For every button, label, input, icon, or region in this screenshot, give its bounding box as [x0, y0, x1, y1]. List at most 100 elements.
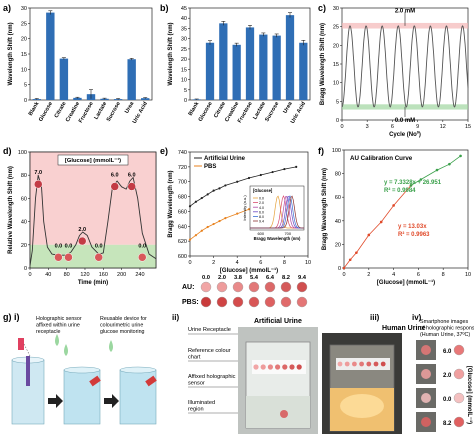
x-tick-label: 4 [392, 272, 395, 278]
x-tick-label: 4 [236, 260, 239, 266]
category-label: Sucrose [106, 101, 122, 123]
data-point [271, 170, 274, 174]
glucose-marker [138, 253, 147, 262]
pbs-swatch [200, 296, 212, 308]
pbs-colour-row [200, 296, 308, 308]
au-swatch [248, 281, 260, 293]
x-tick-label: 3 [366, 124, 369, 130]
glucose-label: 0.0 [65, 243, 73, 249]
y-tick-label: 620 [178, 239, 187, 245]
legend-text: [Glucose] (mmolL⁻¹) [65, 157, 121, 164]
glucose-marker [33, 179, 43, 189]
glucose-marker [94, 253, 103, 262]
pbs-swatch [216, 296, 228, 308]
liquid [246, 396, 310, 428]
data-point [283, 167, 286, 171]
cup-2 [63, 369, 101, 425]
cup-3-rim [119, 366, 157, 374]
legend-label: Artificial Urine [204, 156, 246, 162]
low-region [30, 244, 156, 268]
cup-2-rim [63, 366, 101, 374]
data-point [212, 189, 215, 192]
photo-dot [282, 364, 288, 370]
y-axis-title: Relative Wavelength Shift (nm) [8, 166, 14, 254]
data-point [355, 251, 358, 254]
photo-dot [253, 364, 259, 370]
au-swatch [296, 281, 308, 293]
au-swatch [280, 281, 292, 293]
smartphone-rows: 6.0 2.0 0.0 8.2 [416, 340, 465, 432]
panel-label-b: b) [160, 3, 169, 13]
data-point [348, 258, 352, 262]
glucose-label: 6.0 [128, 173, 136, 179]
reference-chart-label: Reference colour chart [188, 348, 232, 361]
data-point [435, 168, 439, 172]
panel-label-g: g) i) [3, 312, 20, 322]
y-tick-label: 80 [335, 172, 341, 178]
sensor-strip [26, 356, 30, 386]
y-tick-label: 680 [178, 195, 187, 201]
panel-label-f: f) [318, 146, 324, 156]
y-tick-label: 660 [178, 209, 187, 215]
y-tick-label: 0 [336, 118, 339, 124]
legend-label: PBS [204, 164, 216, 170]
y-tick-label: 20 [333, 43, 339, 49]
affixed-sensor-label: Affixed holographic sensor [188, 374, 237, 387]
data-point [218, 219, 221, 223]
pbs-swatch [248, 296, 260, 308]
inset-xlabel: Bragg Wavelength (nm) [254, 236, 301, 241]
y-tick-label: 0 [24, 98, 27, 104]
category-label: Urea [282, 100, 294, 114]
photo-dot [359, 361, 364, 367]
reference-swatch [453, 344, 465, 356]
level-label: 8.2 [443, 421, 452, 427]
x-tick-label: 0 [342, 272, 345, 278]
inset-legend-label: 9.4 [259, 220, 264, 224]
bar [285, 15, 295, 100]
colour-chart-levels: 0.0 2.0 3.8 5.4 6.4 8.2 9.4 [202, 275, 307, 281]
y-tick-label: 25 [181, 47, 187, 53]
x-tick-label: 40 [45, 272, 51, 278]
bar [59, 58, 69, 100]
y-tick-label: 40 [21, 220, 27, 226]
data-point [224, 217, 227, 220]
reference-swatch [453, 368, 465, 380]
y-tick-label: 25 [21, 21, 27, 27]
bar [232, 44, 241, 100]
y-axis-title: Bragg Wavelength Shift (nm) [322, 168, 328, 250]
plot-frame [343, 149, 469, 269]
photo-dot [373, 361, 379, 367]
colour-chart-level: 9.4 [298, 275, 307, 281]
holographic-sensor-caption: Holographic sensor affixed within urine … [36, 316, 83, 335]
sensor-spot [421, 345, 431, 355]
inset-legend-label: 2.0 [259, 201, 264, 205]
reference-swatch [453, 392, 465, 404]
y-tick-label: 5 [336, 99, 339, 105]
level-label: 6.0 [443, 349, 452, 355]
y-tick-label: 15 [21, 52, 27, 58]
colour-chart-level: 8.2 [282, 275, 290, 281]
annotation-top: 2.0 mM [395, 9, 415, 15]
y-axis-title: Bragg Wavelength (nm) [168, 170, 174, 237]
y-tick-label: 0 [338, 266, 341, 272]
data-point [206, 193, 209, 196]
bar [205, 42, 215, 100]
glucose-axis-label: [Glucose] (mmolL⁻¹) [466, 366, 473, 424]
x-tick-label: 0 [188, 260, 191, 266]
inset-legend-label: 6.0 [259, 210, 264, 214]
x-axis-title: [Glucose] (mmolL⁻¹) [220, 267, 278, 274]
artificial-urine-photo [238, 327, 318, 434]
pbs-swatch [296, 296, 308, 308]
data-point [188, 238, 192, 241]
y-tick-label: 720 [178, 165, 187, 171]
glucose-marker [127, 182, 136, 191]
data-point [459, 154, 462, 158]
inset-title: [Glucose] [253, 188, 273, 193]
chart-f: 0 20 40 60 80 100 0 2 4 6 8 10 Bragg Wavelength Shif… [322, 148, 471, 286]
data-point [295, 165, 298, 168]
glucose-label: 0.0 [55, 243, 63, 249]
glucose-label: 6.0 [111, 173, 119, 179]
sensor-spot [421, 417, 431, 427]
